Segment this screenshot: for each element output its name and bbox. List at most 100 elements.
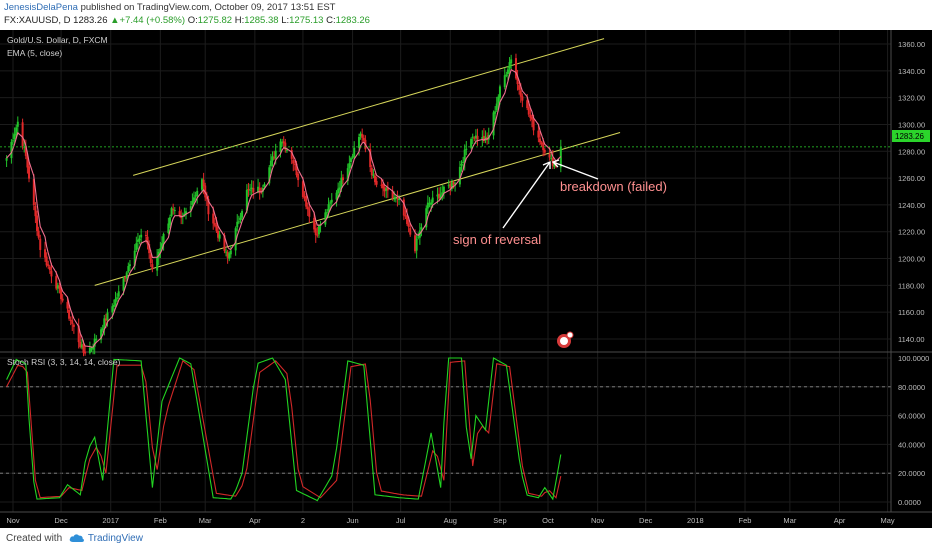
candle-down: [375, 180, 378, 185]
candle-up: [503, 75, 506, 88]
candle-down: [47, 264, 50, 266]
price-change: +7.44 (+0.58%): [119, 15, 186, 26]
low-value: 1275.13: [289, 15, 324, 26]
author-link[interactable]: JenesisDelaPena: [4, 2, 78, 13]
channel-line-lower[interactable]: [94, 132, 621, 286]
time-tick-label: 2017: [102, 516, 119, 525]
candle-down: [482, 135, 485, 142]
candle-down: [548, 153, 551, 158]
candle-down: [215, 224, 218, 231]
stoch-tick-label: 60.0000: [898, 412, 925, 421]
candle-up: [114, 298, 117, 306]
time-tick-label: Feb: [154, 516, 167, 525]
time-tick-label: Dec: [639, 516, 653, 525]
candle-up: [101, 328, 104, 331]
candle-up: [458, 166, 461, 185]
candle-down: [537, 130, 540, 138]
candle-up: [447, 185, 450, 187]
channel-line-upper[interactable]: [132, 38, 605, 176]
candle-down: [79, 341, 82, 348]
candle-up: [111, 306, 114, 313]
candle-up: [481, 137, 484, 141]
candle-down: [50, 270, 53, 277]
stoch-tick-label: 80.0000: [898, 383, 925, 392]
candle-up: [359, 133, 362, 137]
candle-down: [409, 228, 412, 235]
candle-up: [492, 112, 495, 136]
candle-up: [497, 96, 500, 104]
time-tick-label: Apr: [249, 516, 261, 525]
candle-up: [454, 183, 457, 185]
published-text: published on TradingView.com, October 09…: [77, 2, 336, 13]
time-tick-label: Nov: [6, 516, 20, 525]
candle-down: [518, 85, 521, 90]
candle-down: [77, 325, 80, 343]
candle-up: [167, 223, 170, 234]
candle-up: [337, 188, 340, 194]
candle-up: [5, 158, 8, 161]
candle-down: [213, 222, 216, 226]
candle-up: [128, 264, 131, 267]
price-tick-label: 1220.00: [898, 228, 925, 237]
candle-up: [168, 217, 171, 225]
candle-up: [505, 74, 508, 76]
candle-down: [37, 230, 40, 238]
stoch-tick-label: 40.0000: [898, 440, 925, 449]
low-label: L:: [281, 15, 290, 26]
open-value: 1275.82: [197, 15, 233, 26]
candle-down: [402, 199, 405, 216]
candle-down: [252, 187, 255, 193]
price-tick-label: 1300.00: [898, 120, 925, 129]
candle-down: [476, 135, 479, 140]
candle-up: [103, 318, 106, 329]
time-tick-label: Mar: [199, 516, 212, 525]
candle-up: [269, 160, 272, 167]
stoch-d-line: [6, 359, 562, 499]
event-flag-icon[interactable]: [557, 331, 574, 348]
candle-down: [370, 167, 373, 176]
candle-up: [385, 188, 388, 191]
candle-up: [122, 278, 125, 291]
chart-area[interactable]: 1140.00 1160.00 1180.00 1200.00 1220.00 1240.…: [0, 30, 932, 528]
candle-down: [386, 187, 389, 191]
candle-down: [290, 150, 293, 159]
candle-down: [61, 298, 64, 301]
price-tick-label: 1140.00: [898, 335, 925, 344]
candle-down: [526, 100, 529, 109]
breakdown-annotation: breakdown (failed): [560, 179, 667, 194]
candle-down: [292, 160, 295, 164]
candle-down: [48, 266, 51, 271]
candle-down: [172, 208, 175, 210]
candle-up: [553, 163, 556, 167]
tradingview-brand-link[interactable]: TradingView: [87, 533, 143, 544]
candle-up: [281, 142, 284, 144]
candle-up: [325, 212, 328, 214]
candle-down: [66, 301, 69, 309]
candle-up: [460, 164, 463, 166]
candle-down: [521, 96, 524, 101]
candle-down: [273, 157, 276, 159]
candle-down: [380, 184, 383, 186]
candle-up: [426, 202, 429, 209]
candle-up: [236, 221, 239, 228]
candle-down: [69, 319, 72, 321]
candle-up: [550, 157, 553, 159]
candle-up: [327, 204, 330, 212]
candle-up: [10, 141, 13, 159]
candle-up: [140, 234, 143, 238]
candle-up: [183, 213, 186, 216]
candle-up: [194, 195, 197, 197]
chart-svg[interactable]: 1140.00 1160.00 1180.00 1200.00 1220.00 1240.…: [0, 30, 932, 528]
candle-down: [247, 189, 250, 191]
candle-up: [420, 227, 423, 230]
candle-up: [201, 179, 204, 190]
candle-up: [218, 234, 221, 239]
candle-down: [391, 190, 394, 198]
candle-up: [439, 194, 442, 199]
ema-line: [6, 68, 562, 348]
candle-down: [529, 114, 532, 119]
candle-down: [362, 137, 365, 141]
candle-up: [127, 266, 130, 272]
time-tick-label: 2018: [687, 516, 704, 525]
candle-down: [406, 216, 409, 224]
